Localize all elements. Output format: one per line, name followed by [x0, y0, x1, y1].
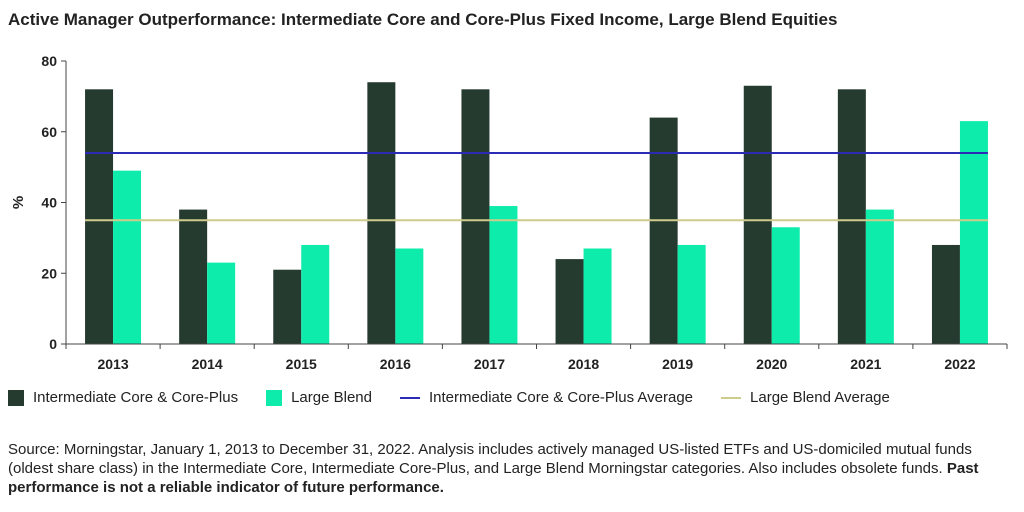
source-text: Source: Morningstar, January 1, 2013 to … [8, 441, 972, 477]
bars-group [85, 82, 988, 344]
y-tick-label-40: 40 [41, 195, 57, 211]
x-tick-label-2017: 2017 [474, 356, 505, 372]
source-note: Source: Morningstar, January 1, 2013 to … [8, 440, 1018, 497]
y-axis-label: % [10, 196, 27, 209]
bar-large-blend-2014 [207, 262, 236, 344]
bar-intermediate-core-2013 [85, 89, 114, 344]
legend-swatch-intermediate-core [8, 389, 24, 406]
y-tick-label-60: 60 [41, 124, 57, 140]
bar-chart: 0 20 40 60 80 2013 2014 2015 2016 2017 2018 2019 202… [10, 53, 1008, 372]
bar-intermediate-core-2020 [743, 85, 772, 344]
legend-item-intermediate-core-average: Intermediate Core & Core-Plus Average [400, 389, 693, 406]
legend-swatch-large-blend-average [721, 396, 742, 399]
bar-large-blend-2015 [301, 244, 330, 344]
reference-lines-group [85, 151, 988, 222]
legend: Intermediate Core & Core-Plus Large Blen… [8, 389, 918, 406]
y-tick-label-80: 80 [41, 53, 57, 69]
x-tick-label-2016: 2016 [380, 356, 411, 372]
x-tick-label-2014: 2014 [192, 356, 223, 372]
legend-label-intermediate-core-average: Intermediate Core & Core-Plus Average [429, 389, 694, 406]
bar-large-blend-2021 [865, 209, 894, 344]
legend-item-intermediate-core: Intermediate Core & Core-Plus [8, 389, 238, 406]
bar-intermediate-core-2019 [649, 117, 678, 344]
x-tick-label-2022: 2022 [944, 356, 975, 372]
bar-intermediate-core-2016 [367, 82, 396, 344]
x-tick-label-2013: 2013 [97, 356, 128, 372]
bar-large-blend-2020 [771, 227, 800, 344]
bar-intermediate-core-2015 [273, 269, 302, 344]
legend-swatch-intermediate-core-average [400, 396, 420, 399]
chart-title: Active Manager Outperformance: Intermedi… [8, 10, 838, 29]
y-tick-label-20: 20 [41, 265, 57, 281]
y-tick-label-0: 0 [49, 336, 57, 352]
legend-swatch-large-blend [266, 389, 283, 406]
bar-intermediate-core-2018 [555, 259, 584, 344]
disclaimer-text: Past performance is not a reliable indic… [8, 460, 979, 496]
legend-item-large-blend-average: Large Blend Average [721, 389, 890, 406]
bar-large-blend-2022 [959, 121, 988, 344]
x-tick-label-2018: 2018 [568, 356, 599, 372]
bar-intermediate-core-2021 [837, 89, 866, 344]
bar-intermediate-core-2014 [179, 209, 208, 344]
bar-intermediate-core-2017 [461, 89, 490, 344]
x-tick-label-2015: 2015 [286, 356, 317, 372]
bar-large-blend-2019 [677, 244, 706, 344]
legend-label-large-blend-average: Large Blend Average [750, 389, 890, 406]
legend-item-large-blend: Large Blend [266, 389, 372, 406]
bar-large-blend-2013 [113, 170, 142, 344]
bar-large-blend-2018 [583, 248, 612, 344]
bar-large-blend-2016 [395, 248, 424, 344]
legend-label-intermediate-core: Intermediate Core & Core-Plus [33, 389, 239, 406]
bar-intermediate-core-2022 [931, 244, 960, 344]
x-tick-label-2019: 2019 [662, 356, 693, 372]
axes-group: 0 20 40 60 80 2013 2014 2015 2016 2017 2018 2019 202… [10, 53, 1008, 372]
legend-label-large-blend: Large Blend [291, 389, 372, 406]
x-tick-label-2020: 2020 [756, 356, 787, 372]
x-tick-label-2021: 2021 [850, 356, 881, 372]
bar-large-blend-2017 [489, 206, 518, 344]
